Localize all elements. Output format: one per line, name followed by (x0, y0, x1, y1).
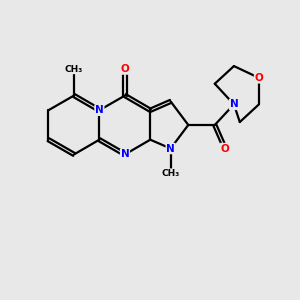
Text: O: O (121, 64, 129, 74)
Text: CH₃: CH₃ (161, 169, 180, 178)
Text: O: O (255, 73, 263, 83)
Text: O: O (221, 143, 230, 154)
Text: N: N (121, 149, 129, 159)
Text: N: N (95, 105, 104, 115)
Text: N: N (230, 99, 238, 110)
Text: CH₃: CH₃ (65, 64, 83, 74)
Text: N: N (166, 143, 175, 154)
